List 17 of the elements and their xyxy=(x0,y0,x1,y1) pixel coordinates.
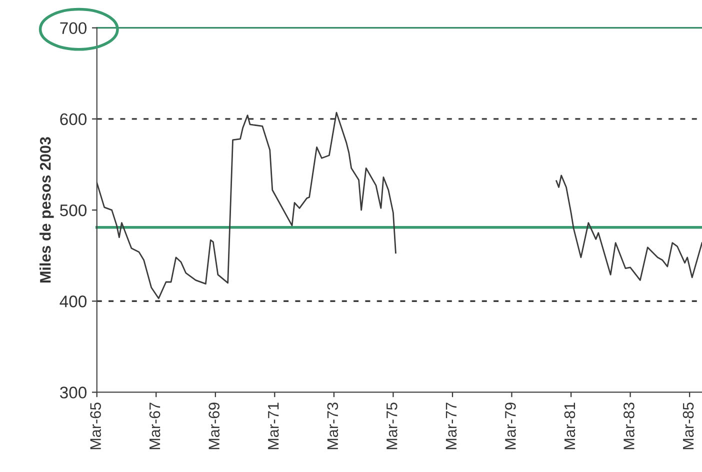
x-tick-label: Mar-85 xyxy=(682,402,694,450)
x-tick-label: Mar-67 xyxy=(149,402,160,450)
x-tick-label: Mar-71 xyxy=(268,402,279,450)
x-tick-label: Mar-79 xyxy=(505,402,516,450)
x-tick-label: Mar-77 xyxy=(446,402,457,450)
x-tick-label: Mar-73 xyxy=(327,402,338,450)
y-tick-label: 700 xyxy=(60,22,87,34)
x-tick-label: Mar-69 xyxy=(208,402,220,450)
x-tick-label: Mar-81 xyxy=(564,402,576,450)
x-tick-label: Mar-83 xyxy=(624,402,634,450)
x-tick-label: Mar-65 xyxy=(90,402,101,450)
y-axis-title: Miles de pesos 2003 xyxy=(40,137,54,282)
y-tick-label: 400 xyxy=(60,296,87,308)
x-tick-label: Mar-75 xyxy=(386,402,398,450)
y-tick-label: 500 xyxy=(60,204,87,216)
y-tick-label: 600 xyxy=(60,113,87,126)
y-tick-label: 300 xyxy=(60,386,87,398)
